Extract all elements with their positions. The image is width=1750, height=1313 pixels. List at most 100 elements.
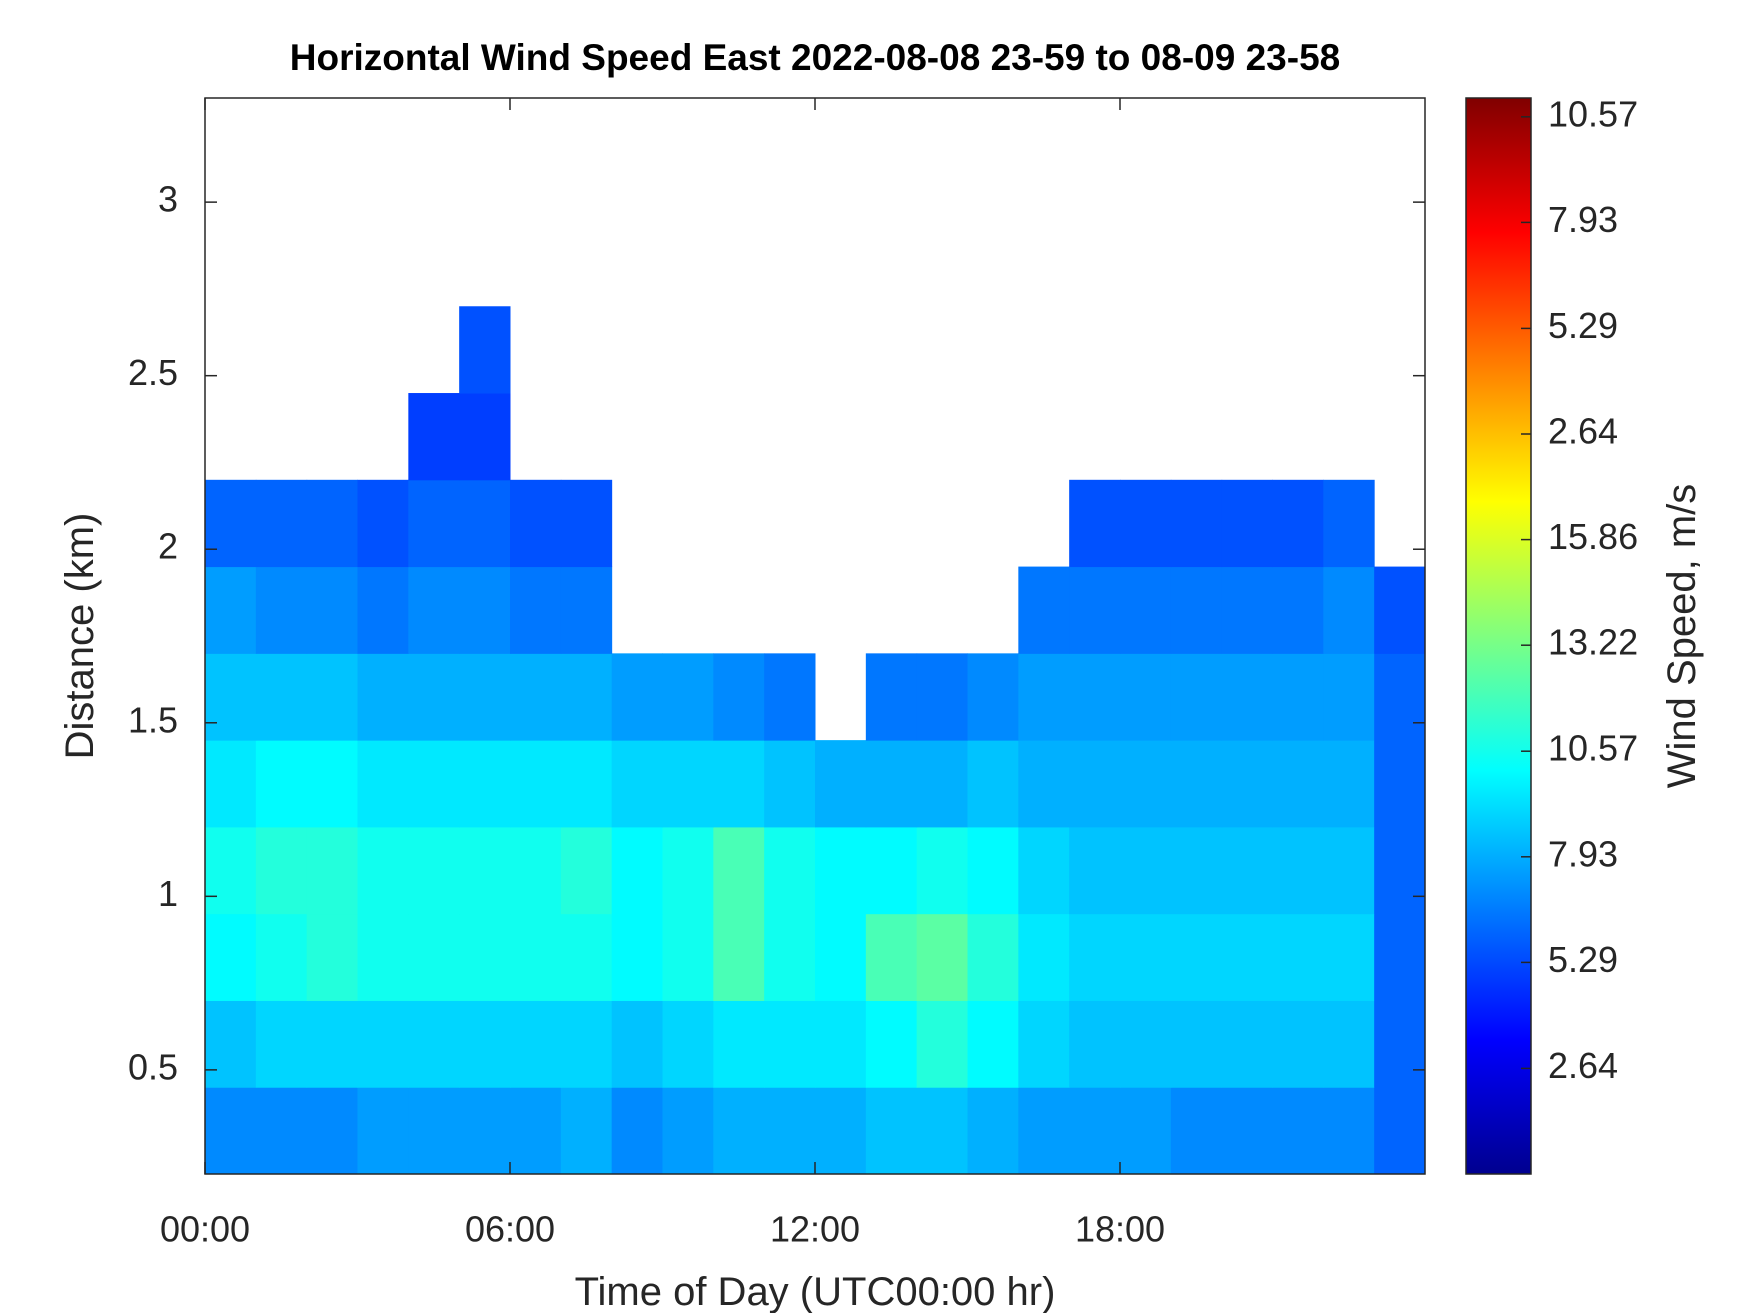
heatmap-cell [560, 1000, 613, 1088]
heatmap-cell [1120, 566, 1172, 654]
heatmap-cell [1323, 653, 1375, 741]
heatmap-cell [1272, 913, 1324, 1001]
heatmap-cell [205, 1087, 257, 1175]
heatmap-cell [1069, 826, 1121, 915]
heatmap-cell [560, 740, 613, 828]
heatmap-cell [510, 566, 562, 654]
heatmap-cell [1221, 566, 1273, 654]
heatmap [205, 306, 1426, 1175]
heatmap-cell [1221, 826, 1273, 915]
heatmap-cell [764, 1000, 816, 1088]
heatmap-cell [865, 826, 918, 915]
x-tick-label: 06:00 [465, 1209, 555, 1250]
heatmap-cell [967, 826, 1019, 915]
heatmap-cell [1374, 1000, 1426, 1088]
heatmap-cell [408, 393, 460, 481]
heatmap-cell [459, 566, 511, 654]
colorbar [1465, 97, 1532, 1175]
heatmap-cell [560, 826, 613, 915]
colorbar-tick-label: 10.57 [1548, 728, 1638, 769]
heatmap-cell [459, 913, 511, 1001]
heatmap-cell [357, 653, 409, 741]
heatmap-cell [459, 653, 511, 741]
heatmap-cell [713, 826, 765, 915]
heatmap-cell [611, 1087, 663, 1175]
heatmap-cell [916, 826, 968, 915]
heatmap-cell [1272, 826, 1324, 915]
heatmap-cell [1221, 1000, 1273, 1088]
heatmap-cell [713, 1000, 765, 1088]
heatmap-cell [1323, 826, 1375, 915]
heatmap-cell [408, 566, 460, 654]
heatmap-cell [560, 479, 613, 568]
heatmap-cell [1069, 913, 1121, 1001]
heatmap-cell [815, 1000, 867, 1088]
heatmap-cell [764, 826, 816, 915]
heatmap-cell [865, 1087, 918, 1175]
heatmap-cell [510, 826, 562, 915]
y-tick-label: 3 [158, 179, 178, 220]
heatmap-cell [1018, 740, 1070, 828]
heatmap-cell [510, 740, 562, 828]
heatmap-cell [205, 566, 257, 654]
heatmap-cell [916, 740, 968, 828]
heatmap-cell [916, 1000, 968, 1088]
heatmap-cell [255, 566, 308, 654]
heatmap-cell [1272, 479, 1324, 568]
heatmap-cell [1170, 479, 1223, 568]
colorbar-tick-label: 10.57 [1548, 93, 1638, 134]
heatmap-cell [611, 1000, 663, 1088]
heatmap-cell [1069, 653, 1121, 741]
heatmap-cell [459, 1000, 511, 1088]
heatmap-cell [1120, 1087, 1172, 1175]
heatmap-cell [713, 653, 765, 741]
heatmap-cell [408, 913, 460, 1001]
heatmap-cell [1374, 653, 1426, 741]
heatmap-cell [1120, 826, 1172, 915]
heatmap-cell [1374, 913, 1426, 1001]
heatmap-cell [1069, 1087, 1121, 1175]
heatmap-cell [459, 740, 511, 828]
heatmap-cell [865, 1000, 918, 1088]
heatmap-cell [1170, 653, 1223, 741]
heatmap-cell [1374, 1087, 1426, 1175]
chart-title: Horizontal Wind Speed East 2022-08-08 23… [290, 37, 1340, 78]
heatmap-cell [459, 306, 511, 394]
heatmap-cell [1120, 653, 1172, 741]
heatmap-cell [1170, 1000, 1223, 1088]
heatmap-cell [357, 1000, 409, 1088]
heatmap-cell [1069, 740, 1121, 828]
heatmap-cell [611, 653, 663, 741]
heatmap-cell [1221, 479, 1273, 568]
heatmap-cell [459, 1087, 511, 1175]
heatmap-cell [1221, 653, 1273, 741]
heatmap-cell [408, 1000, 460, 1088]
heatmap-cell [662, 913, 714, 1001]
heatmap-cell [205, 826, 257, 915]
heatmap-cell [510, 653, 562, 741]
heatmap-cell [815, 826, 867, 915]
heatmap-cell [662, 1000, 714, 1088]
heatmap-cell [255, 740, 308, 828]
colorbar-tick-label: 5.29 [1548, 305, 1618, 346]
heatmap-cell [459, 826, 511, 915]
heatmap-cell [560, 1087, 613, 1175]
heatmap-cell [1018, 653, 1070, 741]
heatmap-cell [1272, 653, 1324, 741]
heatmap-cell [865, 913, 918, 1001]
heatmap-cell [967, 913, 1019, 1001]
heatmap-cell [1170, 913, 1223, 1001]
heatmap-cell [408, 653, 460, 741]
heatmap-cell [764, 653, 816, 741]
heatmap-cell [916, 653, 968, 741]
heatmap-cell [1323, 566, 1375, 654]
heatmap-cell [764, 740, 816, 828]
x-axis-label: Time of Day (UTC00:00 hr) [575, 1270, 1056, 1313]
colorbar-tick-label: 13.22 [1548, 622, 1638, 663]
colorbar-tick-label: 5.29 [1548, 939, 1618, 980]
heatmap-cell [662, 740, 714, 828]
heatmap-cell [510, 479, 562, 568]
heatmap-cell [510, 913, 562, 1001]
heatmap-cell [306, 740, 358, 828]
heatmap-cell [967, 1000, 1019, 1088]
